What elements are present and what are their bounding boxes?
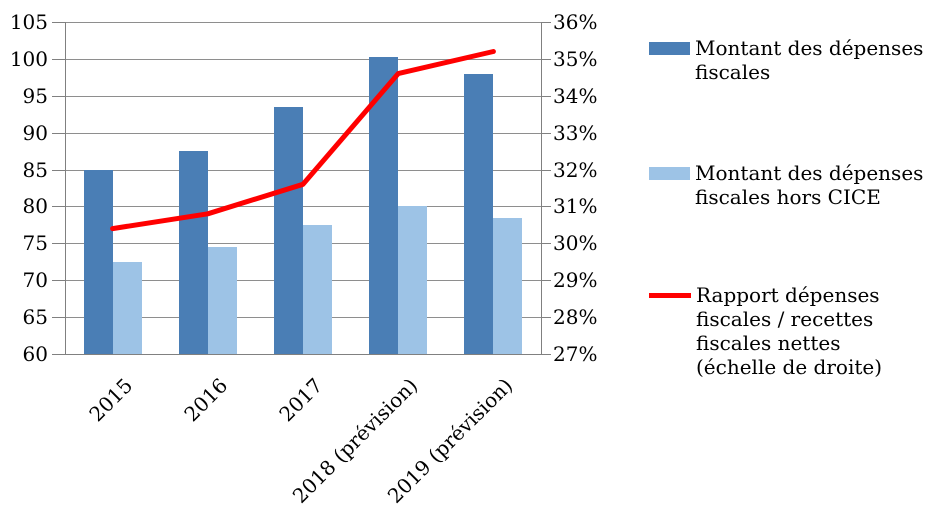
left-axis-label-75: 75 xyxy=(22,231,48,256)
legend-label-depenses-hors-cice: Montant des dépenses fiscales hors CICE xyxy=(695,161,923,209)
right-axis-tick xyxy=(541,132,551,134)
right-axis-label-36%: 36% xyxy=(553,10,598,34)
legend-line: Montant des dépenses xyxy=(695,161,924,185)
bar-depenses-fiscales-2019 (prévision) xyxy=(464,73,494,354)
left-axis-line xyxy=(65,22,66,354)
left-axis-label-90: 90 xyxy=(22,120,48,145)
right-axis-label-34%: 34% xyxy=(553,83,598,108)
right-axis-label-29%: 29% xyxy=(553,268,598,293)
legend-label-rapport-ratio: Rapport dépenses fiscales / recettes fis… xyxy=(696,283,882,379)
left-axis-label-85: 85 xyxy=(22,157,48,182)
bar-hors-cice-2017 xyxy=(303,224,332,354)
bar-hors-cice-2016 xyxy=(207,247,237,354)
left-axis-tick xyxy=(52,132,65,134)
legend-line: fiscales xyxy=(695,60,771,84)
left-axis-tick xyxy=(52,22,65,23)
left-axis-tick xyxy=(52,206,65,208)
left-axis-tick xyxy=(52,354,65,355)
left-axis-tick xyxy=(52,95,65,97)
right-axis-label-28%: 28% xyxy=(553,305,598,330)
legend-swatch-bar-light-icon xyxy=(649,167,690,180)
right-axis-tick xyxy=(541,206,551,208)
left-axis-label-80: 80 xyxy=(22,194,48,219)
right-axis-label-33%: 33% xyxy=(553,120,598,145)
legend-swatch-bar-dark-icon xyxy=(649,42,690,55)
left-axis-label-65: 65 xyxy=(22,305,48,330)
bar-hors-cice-2015 xyxy=(112,261,142,354)
legend-line: fiscales nettes xyxy=(696,331,841,355)
legend-line: Rapport dépenses xyxy=(696,283,880,307)
right-axis-tick xyxy=(541,169,551,171)
right-axis-line xyxy=(541,22,542,354)
legend-label-depenses-fiscales: Montant des dépenses fiscales xyxy=(695,36,923,84)
left-axis-tick xyxy=(52,243,65,245)
legend-line: fiscales hors CICE xyxy=(695,185,881,209)
gridline xyxy=(65,95,541,97)
bar-depenses-fiscales-2016 xyxy=(178,151,208,354)
gridline xyxy=(65,206,541,208)
x-axis-line xyxy=(65,354,541,355)
right-axis-tick xyxy=(541,95,551,97)
x-axis-label-2019 (prévision): 2019 (prévision) xyxy=(383,373,518,505)
left-axis-label-60: 60 xyxy=(22,342,48,366)
bar-depenses-fiscales-2017 xyxy=(274,106,303,354)
right-axis-tick xyxy=(541,280,551,282)
right-axis-label-35%: 35% xyxy=(553,46,598,71)
combo-chart: 105 36% 100 35% 95 34% 90 33% 85 32% 80 31% 75 30% 70 2… xyxy=(9,10,598,505)
left-axis-label-100: 100 xyxy=(9,46,48,71)
right-axis-tick xyxy=(541,317,551,319)
left-axis-label-95: 95 xyxy=(22,83,48,108)
legend-item-rapport-ratio: Rapport dépenses fiscales / recettes fis… xyxy=(649,283,882,379)
left-axis-tick xyxy=(52,317,65,319)
ratio-line xyxy=(110,49,496,232)
right-axis-tick xyxy=(541,243,551,245)
gridline xyxy=(65,22,541,23)
bar-hors-cice-2018 (prévision) xyxy=(398,206,428,354)
bar-depenses-fiscales-2018 (prévision) xyxy=(369,57,399,354)
gridline xyxy=(65,132,541,134)
left-axis-tick xyxy=(52,280,65,282)
left-axis-tick xyxy=(52,169,65,171)
left-axis-label-105: 105 xyxy=(9,10,48,34)
legend-swatch-line-red-icon xyxy=(649,293,691,298)
right-axis-label-30%: 30% xyxy=(553,231,598,256)
gridline xyxy=(65,58,541,60)
legend-line: (échelle de droite) xyxy=(696,355,883,379)
gridline xyxy=(65,169,541,171)
right-axis-label-31%: 31% xyxy=(553,194,598,219)
right-axis-tick xyxy=(541,354,551,355)
ratio-line-svg xyxy=(110,49,496,232)
bar-depenses-fiscales-2015 xyxy=(83,169,113,354)
right-axis-label-27%: 27% xyxy=(553,342,598,366)
bar-hors-cice-2019 (prévision) xyxy=(493,217,523,354)
chart-legend: Montant des dépenses fiscales Montant de… xyxy=(649,36,939,456)
right-axis-label-32%: 32% xyxy=(553,157,598,182)
legend-line: fiscales / recettes xyxy=(696,307,874,331)
left-axis-label-70: 70 xyxy=(22,268,48,293)
legend-line: Montant des dépenses xyxy=(695,36,924,60)
legend-item-depenses-hors-cice: Montant des dépenses fiscales hors CICE xyxy=(649,161,923,209)
legend-item-depenses-fiscales: Montant des dépenses fiscales xyxy=(649,36,923,84)
right-axis-tick xyxy=(541,58,551,60)
right-axis-tick xyxy=(541,22,551,23)
left-axis-tick xyxy=(52,58,65,60)
